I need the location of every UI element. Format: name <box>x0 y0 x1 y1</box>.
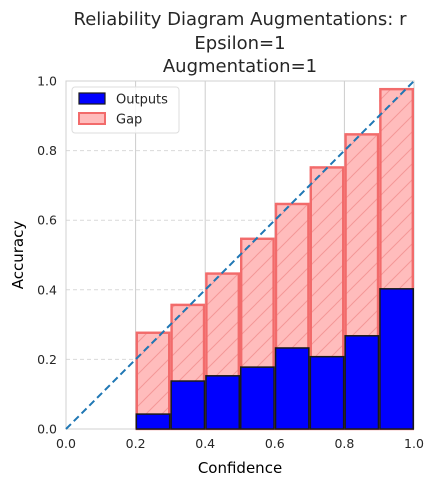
output-bar-10 <box>380 289 413 429</box>
y-tick-label: 0.2 <box>37 352 57 367</box>
y-tick-label: 0.8 <box>37 143 57 158</box>
output-bar-3 <box>136 414 169 429</box>
x-tick-label: 1.0 <box>404 436 424 451</box>
output-bar-8 <box>310 357 343 429</box>
y-tick-label: 0.6 <box>37 213 57 228</box>
legend-label-outputs: Outputs <box>116 93 168 108</box>
x-axis-label: Confidence <box>198 459 282 477</box>
y-tick-label: 0.4 <box>37 282 57 297</box>
x-tick-label: 0.0 <box>56 436 76 451</box>
y-axis-label: Accuracy <box>9 221 27 290</box>
y-tick-label: 0.0 <box>37 422 57 437</box>
legend-swatch-outputs <box>79 93 105 104</box>
y-tick-label: 1.0 <box>37 74 57 89</box>
output-bar-9 <box>345 336 378 429</box>
title-line-2: Epsilon=1 <box>194 33 285 54</box>
x-tick-label: 0.2 <box>126 436 146 451</box>
x-tick-label: 0.4 <box>195 436 215 451</box>
output-bar-4 <box>171 381 204 429</box>
x-tick-label: 0.8 <box>334 436 354 451</box>
legend: Outputs Gap <box>72 87 179 133</box>
output-bar-6 <box>241 367 274 429</box>
output-bar-7 <box>276 348 309 429</box>
title-line-3: Augmentation=1 <box>163 56 317 77</box>
legend-label-gap: Gap <box>116 113 142 128</box>
output-bar-5 <box>206 376 239 429</box>
title-line-1: Reliability Diagram Augmentations: r <box>74 9 408 30</box>
legend-swatch-gap <box>79 113 105 124</box>
chart-title: Reliability Diagram Augmentations: r Epsi… <box>74 9 408 77</box>
x-tick-label: 0.6 <box>265 436 285 451</box>
